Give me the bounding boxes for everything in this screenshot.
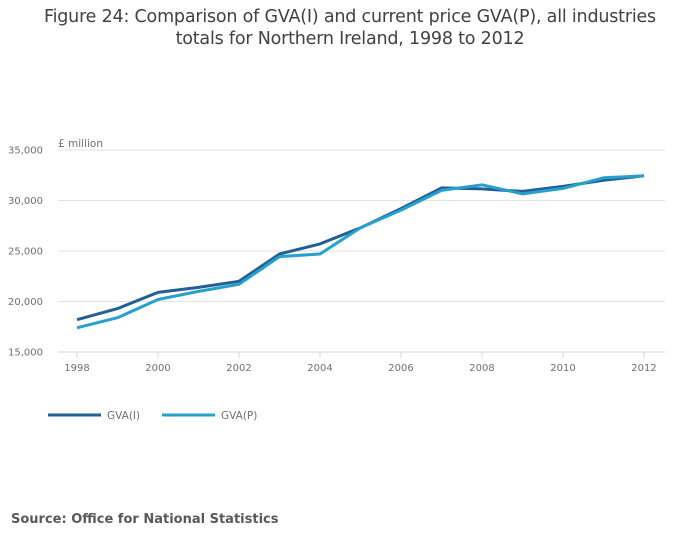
legend-item[interactable]: GVA(P) — [162, 410, 257, 422]
gridlines — [58, 149, 665, 302]
x-tick-label: 2004 — [307, 363, 332, 374]
chart-title: Figure 24: Comparison of GVA(I) and curr… — [0, 6, 700, 50]
y-tick-label: 15,000 — [8, 348, 43, 359]
x-tick-label: 1998 — [64, 363, 89, 374]
y-axis-tick-labels: 15,000 20,000 25,000 30,000 35,000 — [8, 146, 43, 359]
x-tick-label: 2000 — [145, 363, 170, 374]
y-axis-unit-label: £ million — [58, 138, 103, 150]
y-tick-label: 30,000 — [8, 196, 43, 207]
chart-title-line-2: totals for Northern Ireland, 1998 to 201… — [175, 29, 525, 49]
y-tick-label: 20,000 — [8, 297, 43, 308]
x-tick-label: 2002 — [226, 363, 251, 374]
x-tick-label: 2012 — [631, 363, 656, 374]
chart-title-line-1: Figure 24: Comparison of GVA(I) and curr… — [44, 7, 656, 27]
source-note: Source: Office for National Statistics — [11, 512, 279, 527]
legend-label: GVA(I) — [107, 410, 140, 422]
y-tick-label: 25,000 — [8, 247, 43, 258]
legend-label: GVA(P) — [221, 410, 257, 422]
x-tick-label: 2010 — [550, 363, 575, 374]
y-tick-label: 35,000 — [8, 146, 43, 157]
x-axis: 1998 2000 2002 2004 2006 2008 2010 2012 — [58, 351, 665, 374]
legend: GVA(I) GVA(P) — [48, 410, 257, 422]
series-line-gva-p — [76, 174, 645, 330]
x-tick-label: 2006 — [388, 363, 413, 374]
x-tick-label: 2008 — [469, 363, 494, 374]
series-lines — [76, 174, 645, 330]
legend-item[interactable]: GVA(I) — [48, 410, 140, 422]
